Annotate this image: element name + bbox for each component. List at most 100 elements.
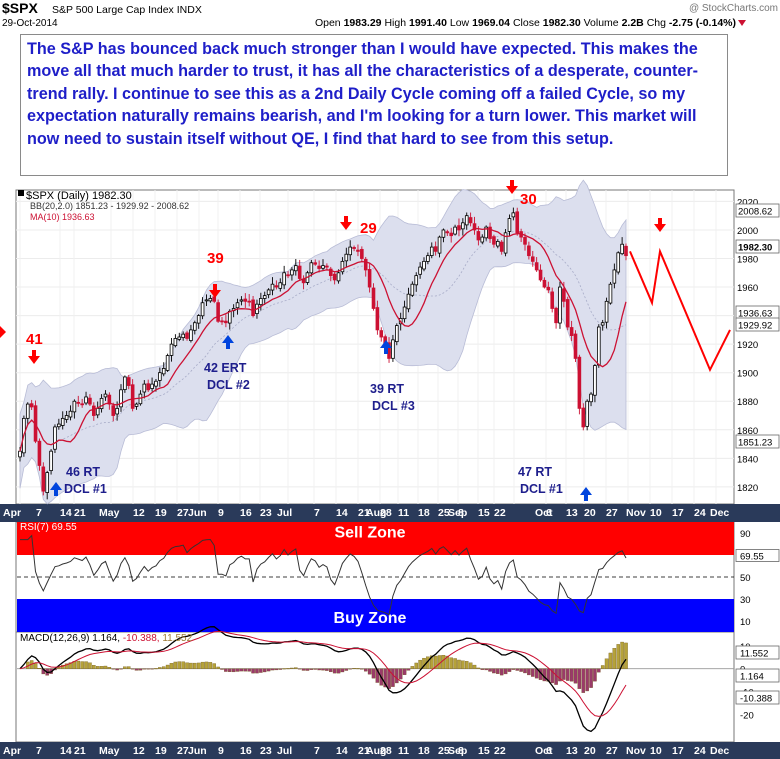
- macd-histogram-bar: [321, 668, 325, 671]
- day-label: 7: [314, 745, 320, 757]
- candle: [507, 218, 512, 232]
- day-label: 13: [566, 507, 578, 519]
- macd-histogram-bar: [620, 641, 624, 669]
- macd-histogram-bar: [161, 666, 166, 669]
- candle: [243, 298, 248, 302]
- day-label: 6: [546, 745, 552, 757]
- macd-histogram-bar: [115, 668, 119, 671]
- price-axis: 1820184018601880190019201940196019802000…: [735, 197, 780, 494]
- macd-histogram-bar: [231, 668, 236, 673]
- macd-histogram-bar: [278, 668, 283, 670]
- day-label: 14: [336, 507, 348, 519]
- macd-histogram-bar: [80, 661, 84, 669]
- candle: [565, 299, 570, 328]
- day-label: 10: [650, 745, 662, 757]
- candle: [538, 269, 543, 281]
- month-label: Sep: [448, 745, 467, 757]
- symbol: $SPX: [2, 0, 38, 16]
- candle: [581, 407, 586, 428]
- candle: [216, 302, 220, 322]
- macd-histogram-bar: [68, 662, 73, 669]
- candle: [530, 256, 535, 262]
- macd-histogram-bar: [565, 668, 570, 681]
- candle: [107, 394, 112, 405]
- candle: [620, 243, 624, 255]
- cycle-count-label: 30: [520, 191, 537, 208]
- date-axis-strip-bottom: [0, 742, 780, 759]
- macd-histogram-bar: [313, 668, 317, 670]
- red-down-arrow-icon: [506, 180, 518, 194]
- candle: [138, 393, 143, 405]
- macd-value-tag: -10.388: [740, 694, 772, 705]
- macd-histogram-bar: [95, 666, 100, 669]
- candle: [429, 246, 434, 256]
- day-label: 27: [606, 745, 618, 757]
- day-label: 28: [380, 745, 392, 757]
- blue-up-arrow-icon: [50, 482, 62, 496]
- macd-histogram-bar: [542, 668, 547, 682]
- candle: [569, 327, 574, 336]
- rsi-tick-label: 90: [740, 529, 751, 540]
- macd-histogram-bar: [562, 668, 566, 680]
- candle: [515, 211, 520, 234]
- price-tick-label: 1900: [737, 369, 758, 380]
- rsi-tick-label: 50: [740, 573, 751, 584]
- candle: [624, 245, 628, 257]
- macd-histogram-bar: [550, 668, 554, 684]
- macd-histogram-bar: [441, 655, 446, 669]
- macd-histogram-bar: [208, 662, 213, 669]
- day-label: 20: [584, 507, 596, 519]
- macd-histogram-bar: [367, 668, 372, 675]
- day-label: 21: [358, 745, 370, 757]
- candle: [464, 215, 469, 226]
- candle: [317, 265, 321, 269]
- macd-histogram-bar: [99, 666, 104, 669]
- day-label: 24: [694, 507, 706, 519]
- candle: [360, 248, 364, 259]
- candle: [356, 249, 360, 252]
- macd-histogram-bar: [64, 663, 69, 669]
- legend-rsi: RSI(7) 69.55: [20, 522, 77, 533]
- month-label: Jul: [277, 507, 292, 519]
- candle: [99, 397, 104, 410]
- month-label: Apr: [3, 507, 21, 519]
- candle: [278, 282, 283, 289]
- macd-histogram-bar: [228, 668, 232, 672]
- candle: [336, 272, 341, 282]
- price-tag: 1936.63: [738, 309, 772, 320]
- day-label: 14: [60, 507, 72, 519]
- buy-zone-label: Buy Zone: [334, 610, 407, 627]
- candle: [363, 258, 368, 271]
- month-label: Nov: [626, 745, 646, 757]
- candle: [259, 298, 263, 306]
- month-label: Oct: [535, 507, 553, 519]
- candle: [546, 286, 551, 291]
- macd-histogram-bar: [130, 668, 135, 670]
- macd-histogram-bar: [336, 668, 341, 674]
- rsi-tick-label: 10: [740, 617, 751, 628]
- candle: [348, 246, 352, 256]
- day-label: 10: [650, 507, 662, 519]
- candle: [72, 400, 77, 413]
- candle: [476, 231, 481, 241]
- candle: [239, 299, 244, 302]
- day-label: 25: [438, 507, 450, 519]
- candle: [616, 252, 621, 273]
- candle: [433, 246, 438, 252]
- macd-histogram-bar: [430, 655, 434, 669]
- candle: [165, 355, 170, 371]
- candle: [115, 407, 119, 415]
- symbol-name: S&P 500 Large Cap Index INDX: [52, 4, 202, 16]
- macd-histogram-bar: [193, 662, 197, 669]
- macd-histogram-bar: [266, 668, 271, 672]
- candle: [542, 279, 547, 288]
- day-label: 18: [418, 507, 430, 519]
- projection-path: [629, 247, 731, 373]
- candle: [410, 283, 415, 296]
- day-label: 23: [260, 745, 272, 757]
- macd-histogram-bar: [270, 668, 275, 671]
- price-tag-box: [735, 317, 780, 332]
- macd-histogram-bar: [88, 662, 92, 669]
- macd-histogram-bar: [395, 668, 399, 684]
